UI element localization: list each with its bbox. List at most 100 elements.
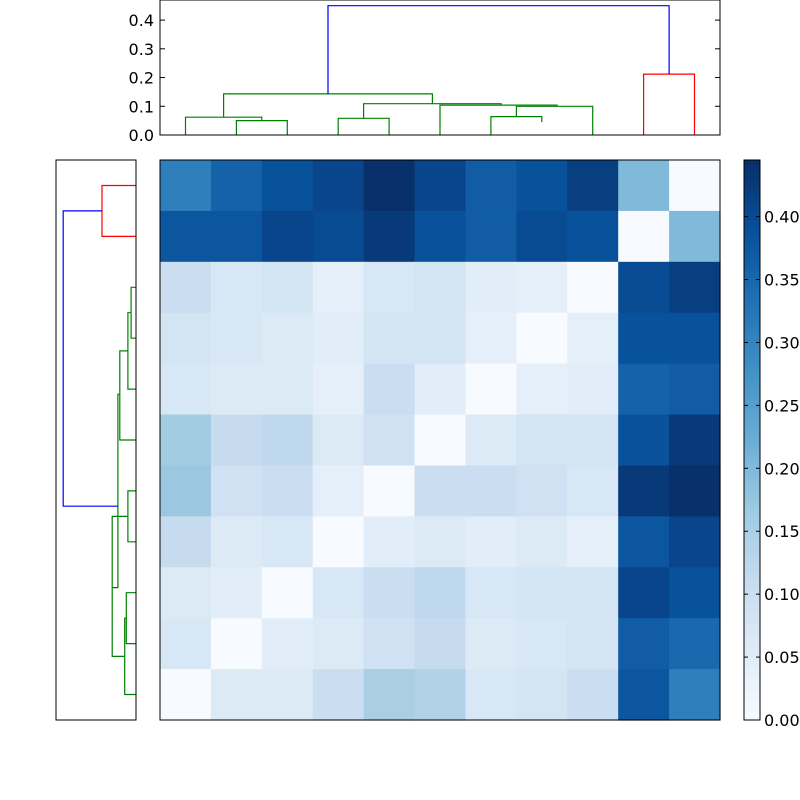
left-dendrogram-link xyxy=(119,350,136,441)
colorbar-step xyxy=(744,636,760,641)
colorbar-step xyxy=(744,516,760,521)
colorbar-step xyxy=(744,192,760,197)
colorbar-step xyxy=(744,384,760,389)
heatmap-cell xyxy=(312,312,365,365)
colorbar-step xyxy=(744,448,760,453)
colorbar-step xyxy=(744,572,760,577)
heatmap-cell xyxy=(567,516,619,568)
colorbar-step xyxy=(744,376,760,381)
colorbar-step xyxy=(744,212,760,217)
heatmap-cell xyxy=(669,312,721,365)
colorbar-step xyxy=(744,412,760,417)
heatmap-cell xyxy=(160,516,212,568)
colorbar-step xyxy=(744,356,760,361)
top-dendrogram-y-axis: 0.0 0.1 0.2 0.3 0.4 xyxy=(129,11,720,145)
colorbar-step xyxy=(744,292,760,297)
colorbar-step xyxy=(744,644,760,649)
heatmap-cell xyxy=(567,618,619,670)
heatmap-cell xyxy=(669,210,721,263)
heatmap-cell xyxy=(210,465,263,517)
colorbar-step xyxy=(744,168,760,173)
left-dendrogram-links xyxy=(62,184,136,696)
colorbar-step xyxy=(744,536,760,541)
colorbar-step xyxy=(744,496,760,501)
colorbar-step xyxy=(744,600,760,605)
heatmap-cell xyxy=(669,160,721,212)
colorbar-step xyxy=(744,524,760,529)
colorbar-step xyxy=(744,380,760,385)
colorbar-step xyxy=(744,620,760,625)
heatmap-cell xyxy=(160,669,212,721)
heatmap-cell xyxy=(414,618,467,670)
colorbar-step xyxy=(744,656,760,661)
heatmap-cell xyxy=(312,261,365,314)
colorbar-step xyxy=(744,592,760,597)
heatmap-cell xyxy=(210,312,263,365)
heatmap-cell xyxy=(567,261,619,314)
heatmap-cell xyxy=(312,414,365,467)
heatmap-cell xyxy=(160,363,212,416)
colorbar-step xyxy=(744,700,760,705)
colorbar-step xyxy=(744,360,760,365)
top-dendrogram-tick-label: 0.2 xyxy=(129,69,154,88)
heatmap-cell xyxy=(516,312,568,365)
heatmap-cell xyxy=(414,414,467,467)
heatmap-cell xyxy=(261,465,314,517)
heatmap-cell xyxy=(567,465,619,517)
colorbar-step xyxy=(744,160,760,165)
heatmap-cell xyxy=(414,363,467,416)
colorbar-step xyxy=(744,440,760,445)
colorbar-step xyxy=(744,484,760,489)
heatmap-cell xyxy=(618,312,670,365)
colorbar-step xyxy=(744,676,760,681)
heatmap-cell xyxy=(363,160,416,212)
colorbar-gradient xyxy=(744,160,760,721)
colorbar-step xyxy=(744,680,760,685)
heatmap-cell xyxy=(618,618,670,670)
heatmap-cell xyxy=(516,160,568,212)
heatmap-cell xyxy=(669,261,721,314)
colorbar-step xyxy=(744,348,760,353)
heatmap-cell xyxy=(210,567,263,619)
colorbar-step xyxy=(744,196,760,201)
colorbar-step xyxy=(744,256,760,261)
heatmap-cell xyxy=(261,261,314,314)
heatmap-cell xyxy=(669,516,721,568)
heatmap-cell xyxy=(261,669,314,721)
heatmap-cell xyxy=(210,210,263,263)
colorbar-step xyxy=(744,716,760,721)
heatmap-cell xyxy=(160,567,212,619)
colorbar-step xyxy=(744,552,760,557)
heatmap-cell xyxy=(414,567,467,619)
heatmap-cell xyxy=(363,312,416,365)
heatmap-cell xyxy=(312,363,365,416)
heatmap-cell xyxy=(465,618,517,670)
colorbar-step xyxy=(744,648,760,653)
heatmap-cell xyxy=(516,414,568,467)
colorbar-step xyxy=(744,480,760,485)
colorbar-step xyxy=(744,628,760,633)
colorbar-step xyxy=(744,584,760,589)
colorbar-step xyxy=(744,352,760,357)
colorbar-tick-label: 0.20 xyxy=(764,459,800,478)
heatmap-cell xyxy=(618,414,670,467)
colorbar-step xyxy=(744,204,760,209)
colorbar-step xyxy=(744,588,760,593)
colorbar-step xyxy=(744,460,760,465)
colorbar-step xyxy=(744,692,760,697)
heatmap-cell xyxy=(210,669,263,721)
heatmap-cell xyxy=(210,160,263,212)
colorbar-step xyxy=(744,368,760,373)
colorbar-step xyxy=(744,688,760,693)
colorbar-step xyxy=(744,548,760,553)
colorbar-step xyxy=(744,304,760,309)
colorbar-step xyxy=(744,172,760,177)
colorbar-step xyxy=(744,664,760,669)
heatmap-cell xyxy=(465,312,517,365)
colorbar-step xyxy=(744,464,760,469)
colorbar-step xyxy=(744,492,760,497)
colorbar-step xyxy=(744,668,760,673)
heatmap-cell xyxy=(465,567,517,619)
colorbar-step xyxy=(744,640,760,645)
heatmap-cell xyxy=(312,465,365,517)
